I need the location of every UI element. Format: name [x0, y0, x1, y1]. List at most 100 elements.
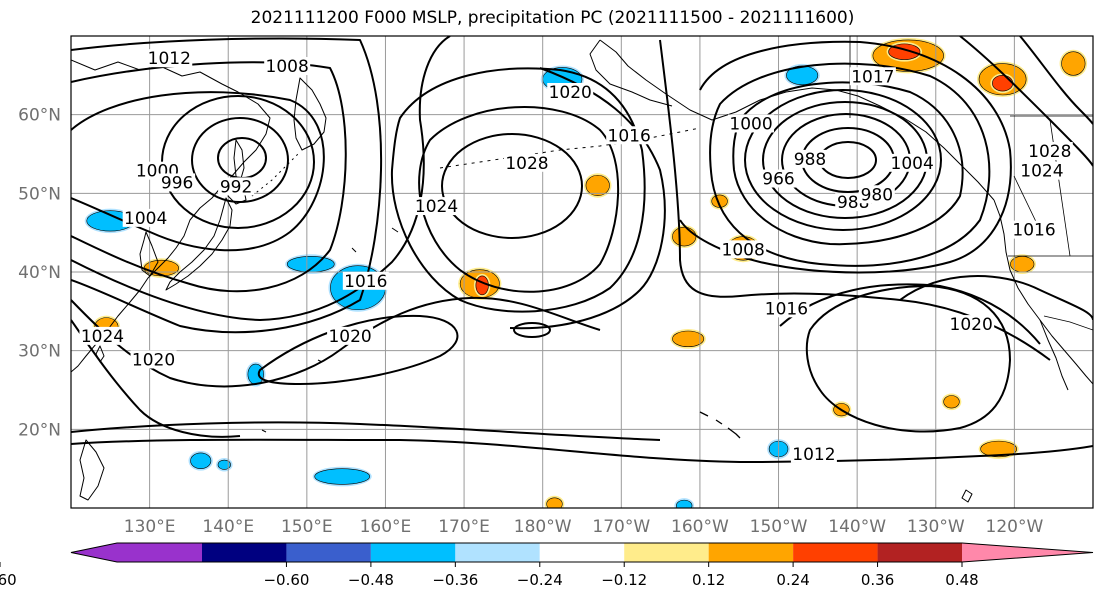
- isobar-1024-west: [71, 319, 241, 438]
- alaska-west: [589, 39, 673, 107]
- isobar-label-bg-8: [79, 326, 126, 345]
- baja-coastline: [1039, 319, 1069, 391]
- isobar-996: [191, 117, 289, 203]
- lon-tick-label-8: 150°W: [750, 517, 808, 537]
- isobar-label-bg-13: [606, 126, 653, 145]
- longitude-ticks: 130°E 140°E 150°E 160°E 170°E 180°W 170°W 160°W…: [124, 517, 1044, 537]
- isobar-1012-asia: [71, 37, 383, 334]
- isobar-label-16: 1012: [792, 445, 835, 465]
- isobar-label-bg-0: [146, 49, 193, 68]
- isobar-label-bg-12: [547, 83, 594, 101]
- isobar-label-24: 1028: [1028, 142, 1071, 162]
- hawaii-islands: [699, 411, 741, 439]
- colorbar-segment-6: [708, 543, 794, 562]
- lon-tick-label-6: 170°W: [592, 517, 650, 537]
- lon-tick-label-11: 120°W: [986, 517, 1044, 537]
- philippines-coastline: [79, 439, 105, 501]
- isobar-label-23: 1017: [851, 67, 894, 87]
- precip-patch-29: [676, 499, 693, 508]
- colorbar-segment-3: [455, 543, 540, 562]
- colorbar-tick-label-4: −0.12: [601, 571, 647, 589]
- isobar-label-1: 1008: [266, 57, 309, 77]
- lon-tick-label-2: 150°E: [281, 517, 333, 537]
- isobar-1024-central: [418, 106, 620, 293]
- isobar-label-bg-19: [760, 169, 797, 188]
- isobar-label-bg-9: [130, 350, 177, 369]
- asia-coastline: [71, 59, 271, 373]
- lon-tick-label-4: 170°E: [438, 517, 490, 537]
- isobar-label-bg-17: [728, 114, 775, 133]
- korea-coastline: [139, 231, 159, 277]
- lat-tick-label-2: 40°N: [18, 263, 61, 283]
- isobar-label-13: 1016: [608, 126, 651, 146]
- isobar-label-26: 1016: [1012, 221, 1055, 241]
- precip-patch-12: [585, 174, 610, 196]
- isobar-label-14: 1008: [722, 240, 765, 260]
- isobar-1020-north-east: [1019, 36, 1093, 125]
- colorbar-extend-high: [962, 543, 1093, 562]
- precip-patch-8: [314, 468, 371, 485]
- precip-patch-10: [475, 275, 489, 296]
- colorbar-outline: [70, 542, 1094, 563]
- precip-patch-7: [217, 459, 231, 470]
- isobar-label-bg-26: [1011, 220, 1058, 239]
- kuril-islands: [251, 151, 301, 197]
- lon-tick-label-1: 140°E: [202, 517, 254, 537]
- isobar-label-bg-24: [1026, 142, 1073, 160]
- isobar-label-25: 1024: [1020, 162, 1063, 182]
- mexico-border: [1043, 315, 1093, 331]
- isobar-label-bg-15: [763, 299, 810, 318]
- isobar-label-17: 1000: [729, 114, 772, 134]
- colorbar-tick-label-1: −0.48: [348, 571, 394, 589]
- colorbar-tick-label-8: 0.48: [945, 571, 978, 589]
- isobar-label-6: 1016: [344, 272, 387, 292]
- latitude-ticks: 20°N 30°N 40°N 50°N 60°N: [18, 106, 61, 441]
- isobar-label-18: 988: [794, 150, 826, 170]
- isobars: [71, 36, 1093, 463]
- isobar-labels: 1012 1008 1000 996 992 1004 1016 1020 1024 1020 10…: [79, 49, 1073, 465]
- isobar-1016-central: [509, 67, 666, 330]
- colorbar: −0.60 −0.48 −0.36 −0.24 −0.12 0.12 0.24 0.36 0.4…: [0, 542, 1094, 589]
- precip-patch-16: [672, 330, 705, 348]
- precip-patch-26: [943, 395, 960, 409]
- isobar-label-22: 1004: [891, 154, 934, 174]
- isobar-label-8: 1024: [81, 327, 124, 347]
- precip-patch-6: [190, 452, 212, 469]
- kamchatka-coastline: [293, 77, 327, 151]
- isobar-label-9: 1020: [132, 350, 175, 370]
- coastlines: [71, 36, 1093, 503]
- lon-tick-label-10: 130°W: [907, 517, 965, 537]
- north-america-coastline: [993, 199, 1093, 385]
- isobar-label-bg-27: [948, 315, 995, 334]
- isobar-1008-east: [679, 40, 1012, 274]
- isobar-label-bg-25: [1018, 161, 1065, 180]
- lon-tick-label-9: 140°W: [828, 517, 886, 537]
- colorbar-segment-8: [877, 543, 962, 562]
- isobar-1020-east: [805, 285, 1011, 433]
- isobar-label-5: 1004: [124, 209, 167, 229]
- colorbar-segment-4: [539, 543, 625, 562]
- isobar-label-bg-5: [122, 208, 169, 227]
- lon-tick-label-7: 160°W: [671, 517, 729, 537]
- isobar-label-bg-11: [413, 197, 460, 216]
- colorbar-segment-1: [286, 543, 371, 562]
- colorbar-segment-7: [793, 543, 878, 562]
- colorbar-tick-label-6: 0.24: [776, 571, 809, 589]
- lon-tick-label-3: 160°E: [360, 517, 412, 537]
- colorbar-tick-label-7: 0.36: [861, 571, 894, 589]
- isobar-label-4: 992: [220, 177, 252, 197]
- colorbar-segment-0: [202, 543, 287, 562]
- isobar-1012-south: [71, 438, 1093, 463]
- isobar-label-11: 1024: [415, 197, 458, 217]
- isobar-label-15: 1016: [765, 299, 808, 319]
- lon-tick-label-0: 130°E: [124, 517, 176, 537]
- isobar-label-19: 966: [762, 170, 794, 190]
- figure-title: 2021111200 F000 MSLP, precipitation PC (…: [250, 8, 855, 28]
- isobar-label-bg-21: [858, 185, 895, 204]
- isobar-996-east: [744, 89, 942, 231]
- colorbar-segment-5: [624, 543, 709, 562]
- isobar-1016-eastern-ring: [899, 275, 1093, 321]
- isobar-label-bg-16: [790, 444, 837, 463]
- isobar-1016-south: [71, 421, 661, 441]
